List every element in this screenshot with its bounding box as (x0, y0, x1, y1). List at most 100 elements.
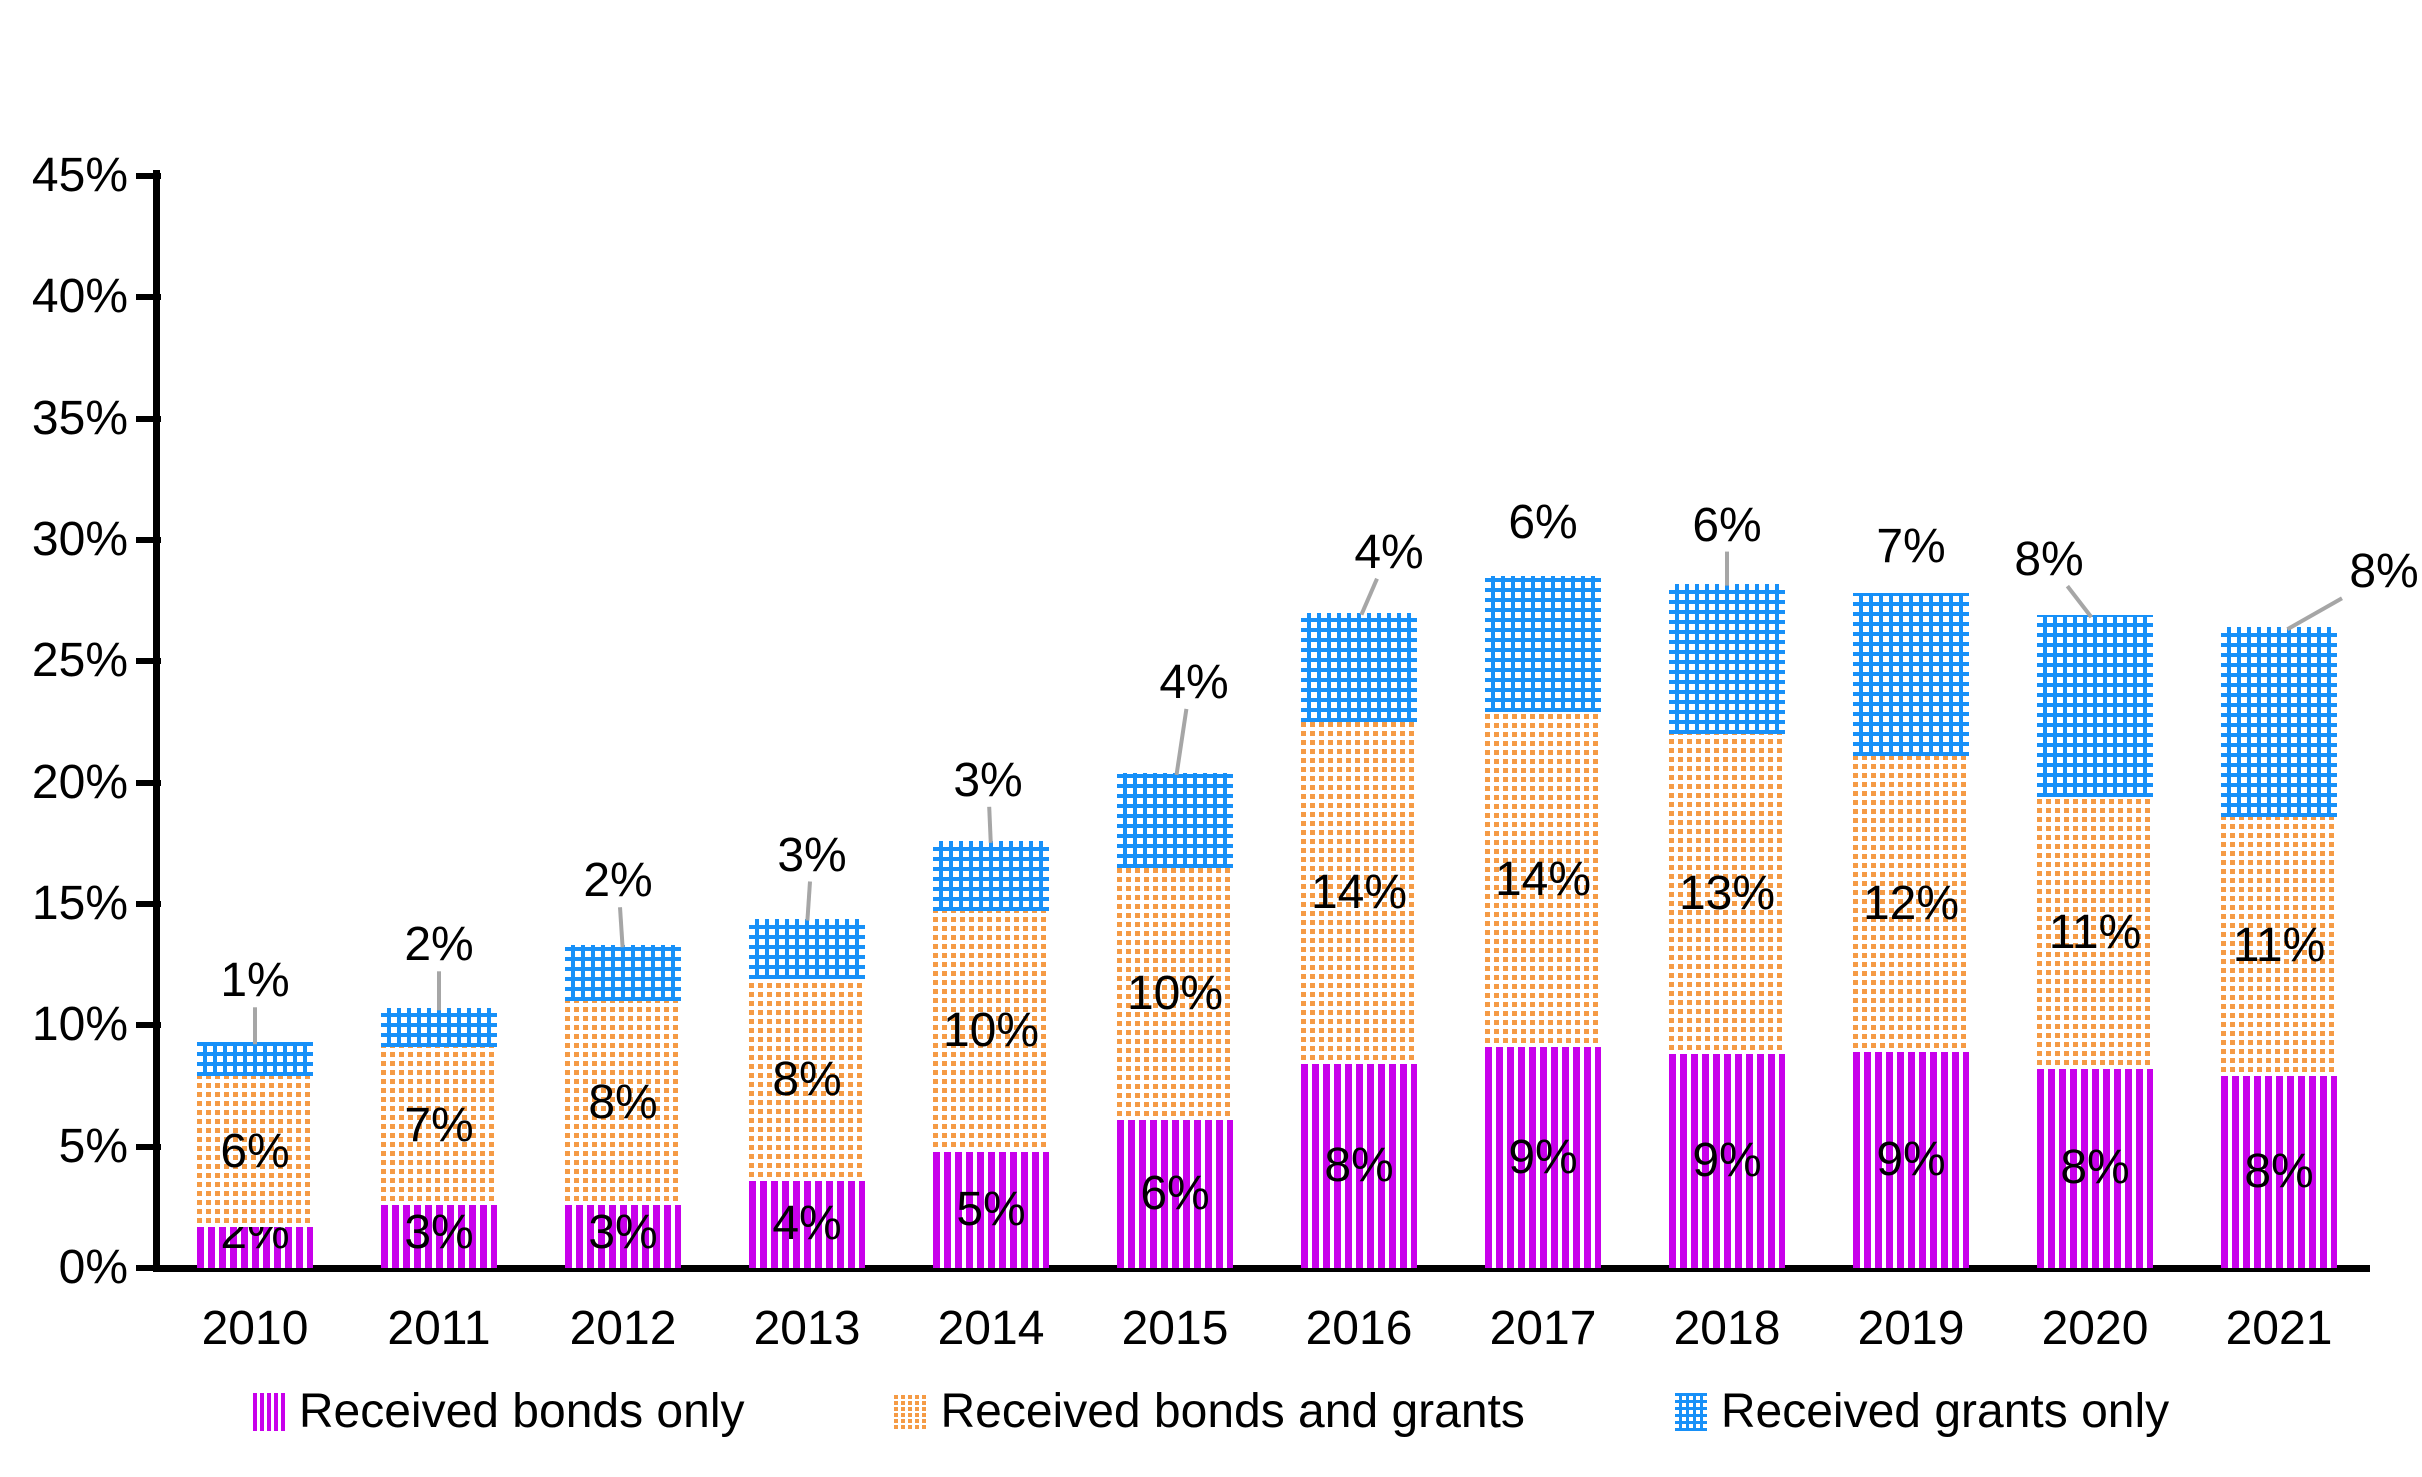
data-label-bonds-only-2021: 8% (2244, 1145, 2314, 1199)
legend-label-bonds-only: Received bonds only (298, 1385, 745, 1438)
data-label-bonds-only-2012: 3% (588, 1206, 658, 1259)
bar-segment-bonds-and-grants-2014 (933, 911, 1049, 1152)
leader-line-2016 (1359, 577, 1379, 616)
leader-line-2021 (2286, 596, 2343, 632)
bar-segment-bonds-and-grants-2015 (1117, 867, 1233, 1120)
bar-segment-bonds-only-2020 (2037, 1068, 2153, 1268)
x-tick-label-2010: 2010 (201, 1302, 309, 1355)
bar-segment-grants-only-2012 (565, 945, 681, 1002)
data-label-bonds-only-2015: 6% (1140, 1166, 1210, 1220)
leader-line-2015 (1174, 708, 1189, 776)
data-label-grants-only-2011: 2% (404, 918, 474, 972)
leader-line-2020 (2065, 584, 2093, 619)
bar-segment-bonds-only-2013 (749, 1180, 865, 1268)
bar-segment-bonds-only-2021 (2221, 1076, 2337, 1268)
y-tick-label-25: 25% (31, 634, 128, 688)
legend-item-received-grants-only: Received grants only (1674, 1384, 2170, 1439)
x-axis-line (153, 1265, 2370, 1272)
y-tick-label-0: 0% (58, 1241, 128, 1294)
bar-segment-bonds-only-2018 (1669, 1054, 1785, 1268)
bar-segment-grants-only-2021 (2221, 627, 2337, 817)
x-tick-label-2016: 2016 (1305, 1302, 1413, 1355)
bar-segment-bonds-and-grants-2010 (197, 1076, 313, 1227)
y-axis-line (153, 170, 160, 1272)
bar-segment-bonds-only-2011 (381, 1204, 497, 1268)
y-tick-mark-0 (136, 1265, 161, 1271)
y-tick-mark-25 (136, 658, 161, 665)
data-label-bonds-and-grants-2014: 10% (942, 1004, 1040, 1058)
data-label-bonds-and-grants-2012: 8% (588, 1075, 658, 1129)
y-tick-mark-20 (136, 779, 161, 786)
bar-segment-grants-only-2011 (381, 1008, 497, 1048)
bar-segment-bonds-and-grants-2017 (1485, 712, 1601, 1048)
y-tick-mark-45 (136, 172, 161, 179)
bar-segment-bonds-only-2016 (1301, 1064, 1417, 1268)
bar-segment-bonds-only-2019 (1853, 1051, 1969, 1268)
bar-segment-bonds-and-grants-2012 (565, 1001, 681, 1205)
bar-segment-grants-only-2016 (1301, 612, 1417, 722)
y-tick-mark-5 (136, 1143, 161, 1150)
data-label-grants-only-2019: 7% (1876, 520, 1946, 574)
x-tick-label-2017: 2017 (1489, 1302, 1597, 1355)
data-label-bonds-and-grants-2016: 14% (1310, 866, 1408, 920)
y-tick-mark-35 (136, 415, 161, 422)
bar-segment-bonds-and-grants-2016 (1301, 721, 1417, 1065)
bar-segment-grants-only-2018 (1669, 583, 1785, 735)
bar-segment-bonds-and-grants-2018 (1669, 734, 1785, 1055)
bar-segment-bonds-only-2014 (933, 1151, 1049, 1268)
legend-item-received-bonds-only: Received bonds only (252, 1384, 745, 1439)
x-tick-label-2012: 2012 (569, 1302, 677, 1355)
y-tick-label-40: 40% (31, 270, 128, 324)
y-tick-mark-15 (136, 900, 161, 907)
data-label-bonds-and-grants-2021: 11% (2232, 919, 2326, 973)
data-label-bonds-and-grants-2017: 14% (1494, 852, 1592, 906)
data-label-grants-only-2016: 4% (1354, 525, 1424, 579)
y-tick-label-45: 45% (31, 148, 128, 202)
grants-only-pattern-swatch-icon (1674, 1392, 1707, 1431)
y-tick-mark-40 (136, 294, 161, 301)
leader-line-2012 (618, 907, 625, 948)
legend: Received bonds only Received bonds and g… (0, 1384, 2422, 1439)
data-label-bonds-and-grants-2020: 11% (2048, 906, 2142, 960)
bar-segment-bonds-and-grants-2021 (2221, 816, 2337, 1077)
data-label-bonds-and-grants-2011: 7% (404, 1099, 474, 1153)
bar-segment-bonds-and-grants-2013 (749, 979, 865, 1181)
data-label-grants-only-2013: 3% (777, 828, 847, 882)
data-label-grants-only-2017: 6% (1508, 496, 1578, 550)
x-tick-label-2013: 2013 (753, 1302, 861, 1355)
bonds-and-grants-pattern-swatch-icon (894, 1392, 927, 1431)
x-tick-label-2011: 2011 (387, 1302, 491, 1355)
data-label-bonds-and-grants-2019: 12% (1862, 876, 1960, 930)
data-label-grants-only-2015: 4% (1159, 655, 1229, 709)
legend-label-grants-only: Received grants only (1720, 1385, 2170, 1438)
bar-segment-bonds-only-2017 (1485, 1047, 1601, 1268)
bar-segment-grants-only-2019 (1853, 593, 1969, 756)
data-label-bonds-only-2018: 9% (1692, 1134, 1762, 1188)
data-label-bonds-only-2019: 9% (1876, 1132, 1946, 1186)
data-label-bonds-only-2011: 3% (404, 1206, 474, 1259)
y-tick-label-20: 20% (31, 755, 128, 809)
bar-segment-grants-only-2015 (1117, 772, 1233, 868)
x-tick-label-2020: 2020 (2041, 1302, 2149, 1355)
x-tick-label-2021: 2021 (2225, 1302, 2333, 1355)
bar-segment-bonds-and-grants-2019 (1853, 755, 1969, 1052)
data-label-bonds-only-2013: 4% (772, 1197, 842, 1251)
data-label-bonds-only-2016: 8% (1324, 1139, 1394, 1193)
x-tick-label-2018: 2018 (1673, 1302, 1781, 1355)
bar-segment-grants-only-2010 (197, 1042, 313, 1077)
data-label-bonds-and-grants-2013: 8% (772, 1052, 842, 1106)
x-tick-label-2014: 2014 (937, 1302, 1045, 1355)
leader-line-2013 (805, 881, 812, 921)
data-label-bonds-and-grants-2010: 6% (220, 1124, 290, 1178)
y-tick-label-30: 30% (31, 512, 128, 566)
y-tick-mark-30 (136, 536, 161, 543)
bar-segment-grants-only-2014 (933, 840, 1049, 912)
data-label-grants-only-2021: 8% (2349, 545, 2419, 599)
data-label-bonds-only-2014: 5% (956, 1182, 1026, 1236)
bar-segment-bonds-only-2015 (1117, 1119, 1233, 1268)
data-label-bonds-only-2017: 9% (1508, 1130, 1578, 1184)
bar-segment-grants-only-2017 (1485, 576, 1601, 713)
y-tick-label-5: 5% (58, 1119, 128, 1173)
data-label-grants-only-2010: 1% (220, 954, 290, 1008)
